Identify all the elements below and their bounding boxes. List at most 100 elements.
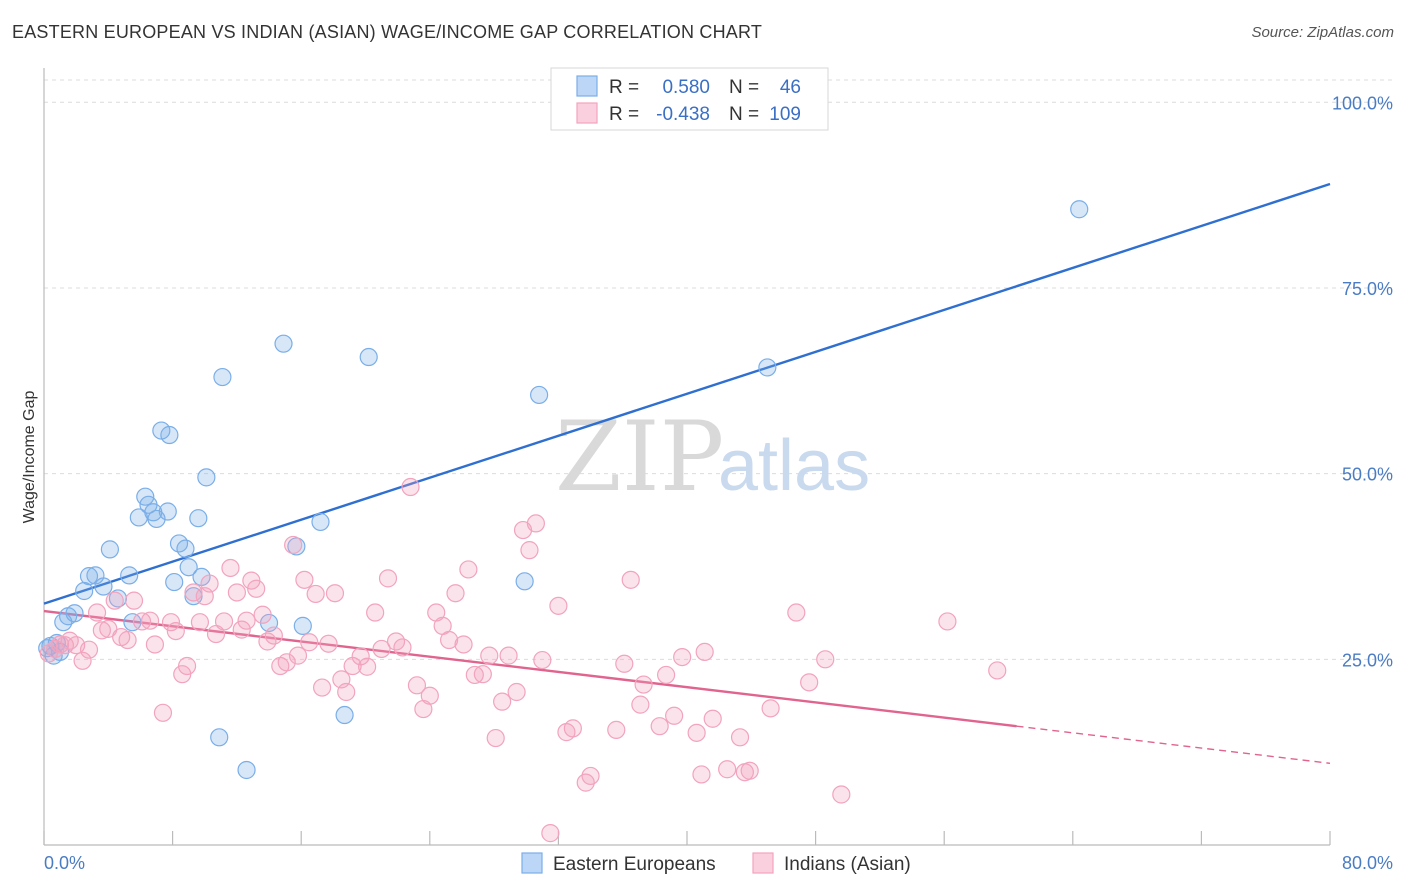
- watermark-zip: ZIP: [555, 401, 724, 513]
- point-indian-2: [50, 635, 70, 654]
- chart-title: EASTERN EUROPEAN VS INDIAN (ASIAN) WAGE/…: [12, 22, 763, 42]
- point-indian-28: [214, 612, 234, 631]
- point-indian-22: [177, 656, 197, 676]
- point-indian-103: [787, 603, 806, 622]
- point-indian-59: [407, 676, 427, 695]
- point-eastern-european-24: [165, 572, 184, 592]
- point-eastern-european-7: [65, 604, 84, 623]
- point-indian-71: [486, 728, 505, 748]
- point-indian-18: [153, 703, 173, 722]
- point-indian-24: [190, 613, 210, 632]
- point-eastern-european-11: [94, 577, 113, 596]
- legend-n-value-2: 109: [769, 104, 801, 125]
- point-indian-8: [87, 603, 107, 622]
- grid-lines: [44, 79, 1394, 660]
- point-indian-97: [703, 709, 722, 728]
- point-indian-105: [816, 650, 835, 669]
- series-swatch-eastern-europeans: [521, 852, 543, 874]
- point-eastern-european-14: [120, 566, 139, 585]
- legend-r-value-2: -0.438: [656, 104, 710, 125]
- point-indian-46: [319, 634, 338, 653]
- point-eastern-european-9: [79, 567, 99, 586]
- legend-n-label-1: N =: [729, 77, 759, 98]
- point-indian-66: [454, 635, 473, 654]
- point-indian-16: [140, 611, 160, 630]
- trend-line-indians: [43, 609, 1017, 728]
- point-indian-20: [166, 621, 185, 641]
- point-indian-34: [247, 579, 266, 598]
- point-indian-17: [145, 635, 165, 654]
- point-indian-55: [378, 569, 398, 588]
- point-indian-57: [393, 638, 412, 657]
- series-name-indians: Indians (Asian): [784, 854, 911, 875]
- legend-swatch-eastern-europeans: [576, 75, 598, 97]
- y-tick-25: 25.0%: [1342, 650, 1393, 670]
- point-indian-86: [615, 654, 634, 673]
- point-indian-96: [695, 642, 714, 661]
- point-indian-84: [581, 766, 600, 786]
- point-indian-76: [520, 541, 539, 560]
- point-indian-32: [237, 611, 256, 630]
- point-indian-95: [692, 765, 711, 784]
- point-indian-6: [73, 651, 92, 670]
- point-indian-7: [79, 640, 99, 659]
- point-indian-39: [277, 653, 296, 672]
- point-eastern-european-15: [123, 613, 142, 632]
- series-legend: Eastern Europeans Indians (Asian): [521, 852, 911, 875]
- point-indian-30: [227, 583, 246, 602]
- legend-swatch-indians: [576, 102, 598, 124]
- point-indian-45: [312, 678, 332, 697]
- point-eastern-european-20: [147, 509, 166, 529]
- point-indian-61: [420, 686, 439, 705]
- legend-r-label-2: R =: [609, 104, 639, 125]
- point-indian-67: [459, 560, 478, 579]
- point-eastern-european-31: [197, 468, 216, 487]
- point-indian-93: [673, 647, 692, 667]
- point-indian-41: [288, 646, 308, 665]
- axes: [43, 68, 1331, 846]
- point-indian-9: [92, 621, 111, 640]
- point-indian-58: [401, 477, 420, 497]
- point-eastern-european-34: [237, 760, 256, 780]
- point-indian-80: [549, 596, 568, 615]
- point-indian-78: [533, 650, 552, 670]
- legend-r-label-1: R =: [609, 77, 639, 98]
- point-indian-13: [118, 630, 137, 650]
- x-tick-labels: 0.0% 80.0%: [44, 853, 1393, 873]
- point-indian-77: [526, 514, 545, 533]
- point-eastern-european-38: [293, 616, 312, 635]
- x-tick-0: 0.0%: [44, 853, 85, 873]
- point-indian-23: [184, 583, 203, 602]
- point-indian-73: [499, 646, 518, 665]
- point-indian-10: [99, 619, 118, 638]
- point-indian-37: [264, 626, 283, 645]
- point-eastern-european-40: [335, 705, 354, 725]
- y-axis-label: Wage/Income Gap: [21, 391, 38, 524]
- point-indian-65: [446, 584, 465, 603]
- point-indian-47: [325, 584, 345, 603]
- point-indian-72: [493, 692, 512, 711]
- point-indian-74: [507, 682, 526, 702]
- trend-line-indians-extrapolated: [1016, 725, 1331, 764]
- point-indian-99: [730, 728, 750, 747]
- point-indian-19: [161, 613, 181, 632]
- point-eastern-european-43: [530, 385, 549, 405]
- legend-r-value-1: 0.580: [662, 77, 710, 98]
- point-indian-43: [300, 633, 319, 652]
- point-indian-108: [988, 661, 1007, 680]
- x-tick-80: 80.0%: [1342, 853, 1393, 873]
- point-indian-79: [541, 824, 560, 843]
- point-eastern-european-12: [100, 540, 120, 559]
- point-indian-53: [366, 603, 385, 622]
- y-tick-50: 50.0%: [1342, 465, 1393, 485]
- point-indian-35: [253, 605, 272, 624]
- point-indian-49: [337, 682, 356, 702]
- point-indian-52: [358, 657, 377, 676]
- point-indian-11: [105, 591, 124, 610]
- point-indian-104: [800, 673, 819, 692]
- point-indian-64: [439, 630, 459, 650]
- series-name-eastern-europeans: Eastern Europeans: [553, 854, 716, 875]
- legend-n-value-1: 46: [780, 77, 801, 98]
- point-indian-26: [200, 574, 219, 593]
